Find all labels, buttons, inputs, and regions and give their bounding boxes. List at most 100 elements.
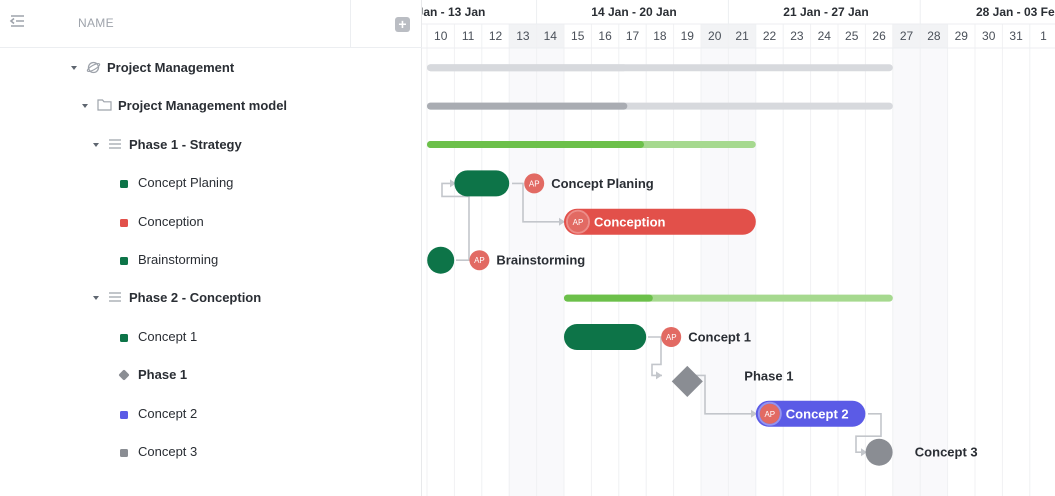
task-status-icon[interactable] xyxy=(120,449,128,457)
day-label: 17 xyxy=(626,29,640,43)
tree-item-label[interactable]: Phase 1 xyxy=(138,367,188,383)
day-label: 10 xyxy=(434,29,448,43)
task-status-icon[interactable] xyxy=(120,257,128,265)
tree-item-label[interactable]: Concept Planing xyxy=(138,175,234,191)
assignee-avatar[interactable] xyxy=(759,403,780,424)
day-label: 16 xyxy=(598,29,612,43)
tree-row[interactable]: Concept 3 xyxy=(0,433,422,471)
tree-row[interactable]: Phase 2 - Conception xyxy=(0,279,422,317)
dependency-line xyxy=(441,182,470,262)
list-icon xyxy=(109,139,121,149)
gantt-canvas[interactable]: Jan - 13 Jan 14 Jan - 20 Jan 21 Jan - 27 J… xyxy=(422,0,1055,496)
gantt-timeline[interactable]: Jan - 13 Jan 14 Jan - 20 Jan 21 Jan - 27 J… xyxy=(422,0,1055,496)
day-label: 18 xyxy=(653,29,667,43)
collapse-sidebar-icon[interactable] xyxy=(8,11,28,31)
task-bar-label: Brainstorming xyxy=(496,253,585,268)
tree-row[interactable]: Phase 1 xyxy=(0,356,422,394)
day-label: 30 xyxy=(982,29,996,43)
task-bar[interactable] xyxy=(755,400,866,427)
task-bar-label: Concept 2 xyxy=(786,406,849,421)
avatar-ring xyxy=(757,401,782,426)
list-icon xyxy=(109,292,121,303)
dependency-arrow-icon xyxy=(559,217,565,226)
day-label: 28 xyxy=(927,29,941,43)
tree-item-label[interactable]: Concept 2 xyxy=(138,405,198,421)
tree-row[interactable]: Project Management xyxy=(0,49,422,87)
caret-down-icon[interactable] xyxy=(93,142,99,147)
dependency-line xyxy=(695,374,757,415)
weekend-header-cell xyxy=(892,24,921,48)
task-bar-label: Concept 1 xyxy=(688,330,751,345)
tree-row[interactable]: Concept 2 xyxy=(0,395,422,433)
assignee-avatar[interactable] xyxy=(524,173,545,194)
task-bar[interactable] xyxy=(454,170,510,197)
tree-row[interactable]: Concept Planing xyxy=(0,164,422,202)
task-status-icon[interactable] xyxy=(120,218,128,227)
add-column-button[interactable]: + xyxy=(395,17,410,32)
day-label: 23 xyxy=(790,29,804,43)
day-label: 12 xyxy=(489,29,503,43)
folder-icon xyxy=(97,99,112,111)
avatar-initials: AP xyxy=(666,333,677,342)
day-label: 29 xyxy=(955,29,969,43)
assignee-avatar[interactable] xyxy=(661,327,682,347)
day-label: 22 xyxy=(763,29,777,43)
week-label: 21 Jan - 27 Jan xyxy=(783,5,868,19)
tree-item-label[interactable]: Concept 3 xyxy=(138,444,198,459)
task-status-icon[interactable] xyxy=(120,333,128,342)
day-label: 19 xyxy=(681,29,695,43)
day-label: 11 xyxy=(462,29,475,43)
task-bar-label: Concept 3 xyxy=(915,445,978,460)
milestone-diamond-icon[interactable] xyxy=(118,369,130,381)
day-label: 1 xyxy=(1040,29,1047,43)
task-bar[interactable] xyxy=(427,246,455,274)
task-status-icon[interactable] xyxy=(120,410,128,419)
day-label: 26 xyxy=(872,29,886,43)
task-status-icon[interactable] xyxy=(120,180,128,189)
day-label: 24 xyxy=(818,29,832,43)
column-divider[interactable] xyxy=(350,0,351,48)
tree-item-label[interactable]: Phase 2 - Conception xyxy=(129,290,262,306)
tree-header: NAME + xyxy=(0,0,422,48)
weekend-header-cell xyxy=(701,24,729,48)
avatar-initials: AP xyxy=(529,179,540,188)
tree-item-label[interactable]: Conception xyxy=(138,213,204,229)
task-bar[interactable] xyxy=(564,324,647,350)
tree-row[interactable]: Phase 1 - Strategy xyxy=(0,126,422,164)
tree-row[interactable]: Concept 1 xyxy=(0,318,422,356)
task-bar[interactable] xyxy=(564,208,756,235)
weekend-column xyxy=(920,48,948,496)
avatar-initials: AP xyxy=(474,256,485,265)
tree-item-label[interactable]: Project Management xyxy=(107,60,235,75)
milestone-diamond[interactable] xyxy=(671,365,703,397)
task-bar[interactable] xyxy=(865,438,893,466)
assignee-avatar[interactable] xyxy=(469,250,490,271)
weekend-column xyxy=(728,48,756,496)
dependency-line xyxy=(648,336,662,377)
tree-item-label[interactable]: Concept 1 xyxy=(138,328,198,344)
weekend-column xyxy=(701,48,729,496)
caret-down-icon[interactable] xyxy=(82,104,88,109)
tree-row[interactable]: Project Management model xyxy=(0,87,422,125)
tree-item-label[interactable]: Phase 1 - Strategy xyxy=(129,136,242,152)
dependency-arrow-icon xyxy=(450,179,456,188)
weekend-column xyxy=(509,48,537,496)
name-column-header[interactable]: NAME xyxy=(78,16,114,30)
avatar-ring xyxy=(566,209,590,234)
week-label: 28 Jan - 03 Feb xyxy=(976,5,1055,19)
caret-down-icon[interactable] xyxy=(93,296,99,301)
tree-row[interactable]: Brainstorming xyxy=(0,241,422,279)
tree-item-label[interactable]: Brainstorming xyxy=(138,252,219,267)
weekend-header-cell xyxy=(509,24,537,48)
weekend-column xyxy=(536,48,564,496)
assignee-avatar[interactable] xyxy=(568,211,588,232)
caret-down-icon[interactable] xyxy=(71,66,77,70)
day-label: 21 xyxy=(735,29,749,43)
day-label: 31 xyxy=(1009,29,1023,43)
day-label: 14 xyxy=(544,29,558,43)
tree-item-label[interactable]: Project Management model xyxy=(118,98,288,114)
tree-row[interactable]: Conception xyxy=(0,203,422,241)
dependency-arrow-icon xyxy=(656,371,662,380)
task-bar-label: Concept Planing xyxy=(551,176,654,191)
weekend-column xyxy=(892,48,921,496)
